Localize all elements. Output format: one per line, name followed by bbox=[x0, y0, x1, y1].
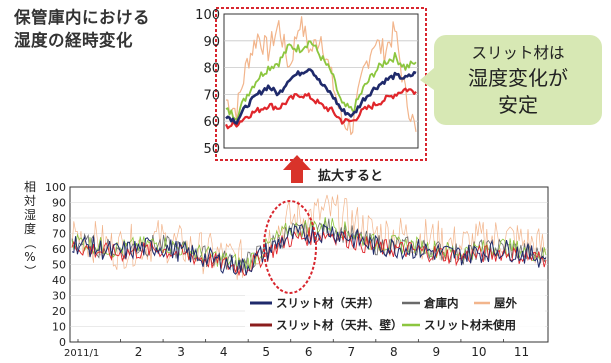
main-y-tick-label: 100 bbox=[45, 181, 66, 194]
legend: スリット材（天井） スリット材（天井、壁） 倉庫内 屋外 スリット材未使用 bbox=[245, 294, 545, 338]
main-y-tick-label: 70 bbox=[52, 228, 66, 241]
inset-y-tick-label: 50 bbox=[203, 142, 220, 157]
main-x-tick-label: 11 bbox=[514, 345, 529, 359]
main-x-tick-label: 3 bbox=[177, 345, 185, 359]
main-x-tick-label: 7 bbox=[347, 345, 355, 359]
callout-box bbox=[434, 35, 602, 125]
main-x-tick-label: 4 bbox=[220, 345, 228, 359]
main-series-line bbox=[71, 223, 547, 276]
callout-line2: 湿度変化が bbox=[468, 66, 568, 90]
inset-y-tick-label: 80 bbox=[203, 62, 220, 77]
main-y-label-char: 相 bbox=[24, 180, 36, 194]
main-y-label-char: 度 bbox=[24, 221, 36, 236]
main-y-tick-label: 60 bbox=[52, 243, 66, 256]
legend-label-ceiling: スリット材（天井） bbox=[276, 296, 380, 310]
legend-label-wall: スリット材（天井、壁） bbox=[276, 318, 403, 332]
inset-series-line bbox=[225, 87, 417, 130]
callout-line1: スリット材は bbox=[471, 44, 564, 62]
main-x-tick-label: 5 bbox=[262, 345, 270, 359]
main-y-label-char: 対 bbox=[24, 194, 36, 208]
main-x-tick-label: 2 bbox=[135, 345, 143, 359]
callout-pointer bbox=[420, 68, 434, 90]
inset-series-line bbox=[225, 68, 417, 125]
main-series-lines bbox=[71, 194, 547, 280]
arrow-label: 拡大すると bbox=[318, 168, 383, 184]
callout-line3: 安定 bbox=[498, 93, 538, 117]
inset-y-tick-label: 60 bbox=[203, 115, 220, 130]
main-y-tick-label: 90 bbox=[52, 197, 66, 210]
chart-title: 保管庫内における 湿度の経時変化 bbox=[14, 6, 150, 52]
main-y-tick-label: 30 bbox=[52, 290, 66, 303]
inset-series-line bbox=[225, 40, 417, 121]
main-y-tick-label: 0 bbox=[59, 336, 66, 349]
main-y-tick-label: 20 bbox=[52, 305, 66, 318]
main-y-ticks: 0 10 20 30 40 50 60 70 80 90 100 bbox=[45, 181, 66, 349]
main-series-line bbox=[71, 194, 547, 280]
main-y-label-char: ） bbox=[23, 265, 37, 277]
inset-y-tick-label: 90 bbox=[203, 35, 220, 50]
inset-series-lines bbox=[225, 16, 417, 136]
main-y-label-char: （ bbox=[23, 237, 37, 249]
main-x-tick-label: 10 bbox=[471, 345, 486, 359]
inset-y-tick-label: 70 bbox=[203, 88, 220, 103]
chart-title-line2: 湿度の経時変化 bbox=[14, 31, 133, 50]
zoom-arrow bbox=[283, 155, 311, 183]
chart-title-line1: 保管庫内における bbox=[14, 8, 150, 27]
main-x-tick-label: 2011/1 bbox=[64, 348, 99, 359]
inset-y-tick-label: 100 bbox=[195, 8, 220, 23]
main-x-ticks: 2011/1 2 3 4 5 6 7 8 9 10 11 bbox=[64, 339, 529, 359]
inset-y-ticks: 50 60 70 80 90 100 bbox=[195, 8, 220, 157]
main-y-label-char: % bbox=[24, 250, 35, 264]
main-series-line bbox=[71, 217, 547, 271]
main-y-label-char: 湿 bbox=[24, 207, 36, 222]
main-y-tick-label: 40 bbox=[52, 274, 66, 287]
main-y-tick-label: 10 bbox=[52, 321, 66, 334]
legend-label-outside: 屋外 bbox=[494, 296, 517, 310]
zoom-region-ellipse bbox=[263, 200, 317, 294]
legend-label-unused: スリット材未使用 bbox=[424, 318, 516, 332]
main-x-tick-label: 8 bbox=[390, 345, 398, 359]
main-y-tick-label: 80 bbox=[52, 212, 66, 225]
main-y-tick-label: 50 bbox=[52, 259, 66, 272]
legend-label-inside: 倉庫内 bbox=[423, 296, 459, 310]
main-x-tick-label: 6 bbox=[305, 345, 313, 359]
main-x-tick-label: 9 bbox=[433, 345, 441, 359]
